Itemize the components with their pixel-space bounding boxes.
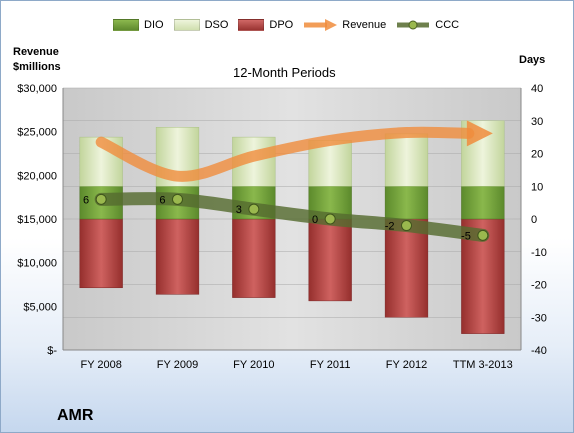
right-tick-label: 30 bbox=[531, 116, 543, 128]
ccc-point bbox=[248, 203, 260, 215]
legend-swatch-ccc bbox=[397, 20, 430, 30]
left-tick-label: $25,000 bbox=[17, 127, 57, 139]
chart-subtitle: 12-Month Periods bbox=[233, 65, 336, 80]
company-name: AMR bbox=[57, 407, 94, 424]
legend-swatch-revenue bbox=[304, 19, 338, 31]
legend-item-dpo: DPO bbox=[238, 19, 293, 31]
revenue-line bbox=[95, 126, 475, 182]
right-tick-label: 0 bbox=[531, 214, 537, 226]
right-tick-label: 40 bbox=[531, 83, 543, 95]
bar-dpo bbox=[232, 218, 276, 298]
right-tick-label: 10 bbox=[531, 181, 543, 193]
ccc-data-label: -2 bbox=[385, 221, 395, 233]
right-tick-label: -40 bbox=[531, 345, 547, 357]
right-tick-label: 20 bbox=[531, 149, 543, 161]
legend-item-dso: DSO bbox=[173, 19, 229, 31]
revenue-arrowhead bbox=[466, 120, 493, 147]
ccc-data-label: -5 bbox=[461, 230, 471, 242]
ccc-data-label: 6 bbox=[159, 194, 165, 206]
bar-dio bbox=[384, 186, 429, 220]
ccc-point bbox=[324, 213, 336, 225]
left-tick-label: $10,000 bbox=[17, 258, 57, 270]
ccc-point bbox=[401, 220, 412, 232]
x-tick-label: FY 2010 bbox=[233, 359, 274, 371]
legend-item-dio: DIO bbox=[113, 19, 164, 31]
legend-label-dso: DSO bbox=[204, 19, 229, 31]
legend-swatch-dso bbox=[173, 19, 200, 31]
legend-label-revenue: Revenue bbox=[342, 19, 387, 31]
bar-dpo bbox=[155, 218, 200, 295]
left-tick-label: $- bbox=[47, 345, 57, 357]
bar-dpo bbox=[79, 218, 123, 289]
right-tick-label: -10 bbox=[531, 247, 547, 259]
legend-label-dpo: DPO bbox=[269, 19, 294, 31]
legend-item-ccc: CCC bbox=[396, 19, 459, 31]
x-tick-label: FY 2009 bbox=[157, 359, 198, 371]
left-tick-label: $15,000 bbox=[17, 214, 57, 226]
x-tick-label: FY 2011 bbox=[310, 359, 351, 371]
legend-label-dio: DIO bbox=[144, 19, 164, 31]
left-tick-label: $20,000 bbox=[17, 170, 57, 182]
ccc-point bbox=[477, 229, 489, 241]
bar-dpo bbox=[308, 218, 352, 302]
x-tick-label: FY 2008 bbox=[80, 359, 121, 371]
x-tick-label: FY 2012 bbox=[386, 359, 427, 371]
ccc-point bbox=[172, 193, 183, 205]
legend: DIO DSO DPO Revenue CCC bbox=[113, 15, 469, 35]
right-tick-label: -20 bbox=[531, 280, 547, 292]
ccc-data-label: 3 bbox=[236, 204, 242, 216]
ccc-point bbox=[95, 193, 107, 205]
right-tick-label: -30 bbox=[531, 312, 547, 324]
ccc-data-label: 6 bbox=[83, 194, 89, 206]
legend-swatch-dpo bbox=[238, 19, 265, 31]
right-axis-title: Days bbox=[519, 54, 546, 66]
legend-item-revenue: Revenue bbox=[303, 19, 386, 31]
x-tick-label: TTM 3-2013 bbox=[453, 359, 513, 371]
left-tick-label: $30,000 bbox=[17, 83, 57, 95]
left-axis-title-line2: $millions bbox=[13, 61, 61, 73]
ccc-data-label: 0 bbox=[312, 214, 318, 226]
left-tick-label: $5,000 bbox=[23, 301, 57, 313]
legend-swatch-dio bbox=[113, 19, 139, 31]
left-axis-title-line1: Revenue bbox=[13, 46, 59, 58]
bar-dio bbox=[461, 186, 505, 220]
ccc-line bbox=[94, 192, 490, 242]
bar-dso bbox=[384, 133, 429, 187]
legend-label-ccc: CCC bbox=[435, 19, 460, 31]
left-axis-title: Revenue $millions bbox=[13, 45, 61, 75]
